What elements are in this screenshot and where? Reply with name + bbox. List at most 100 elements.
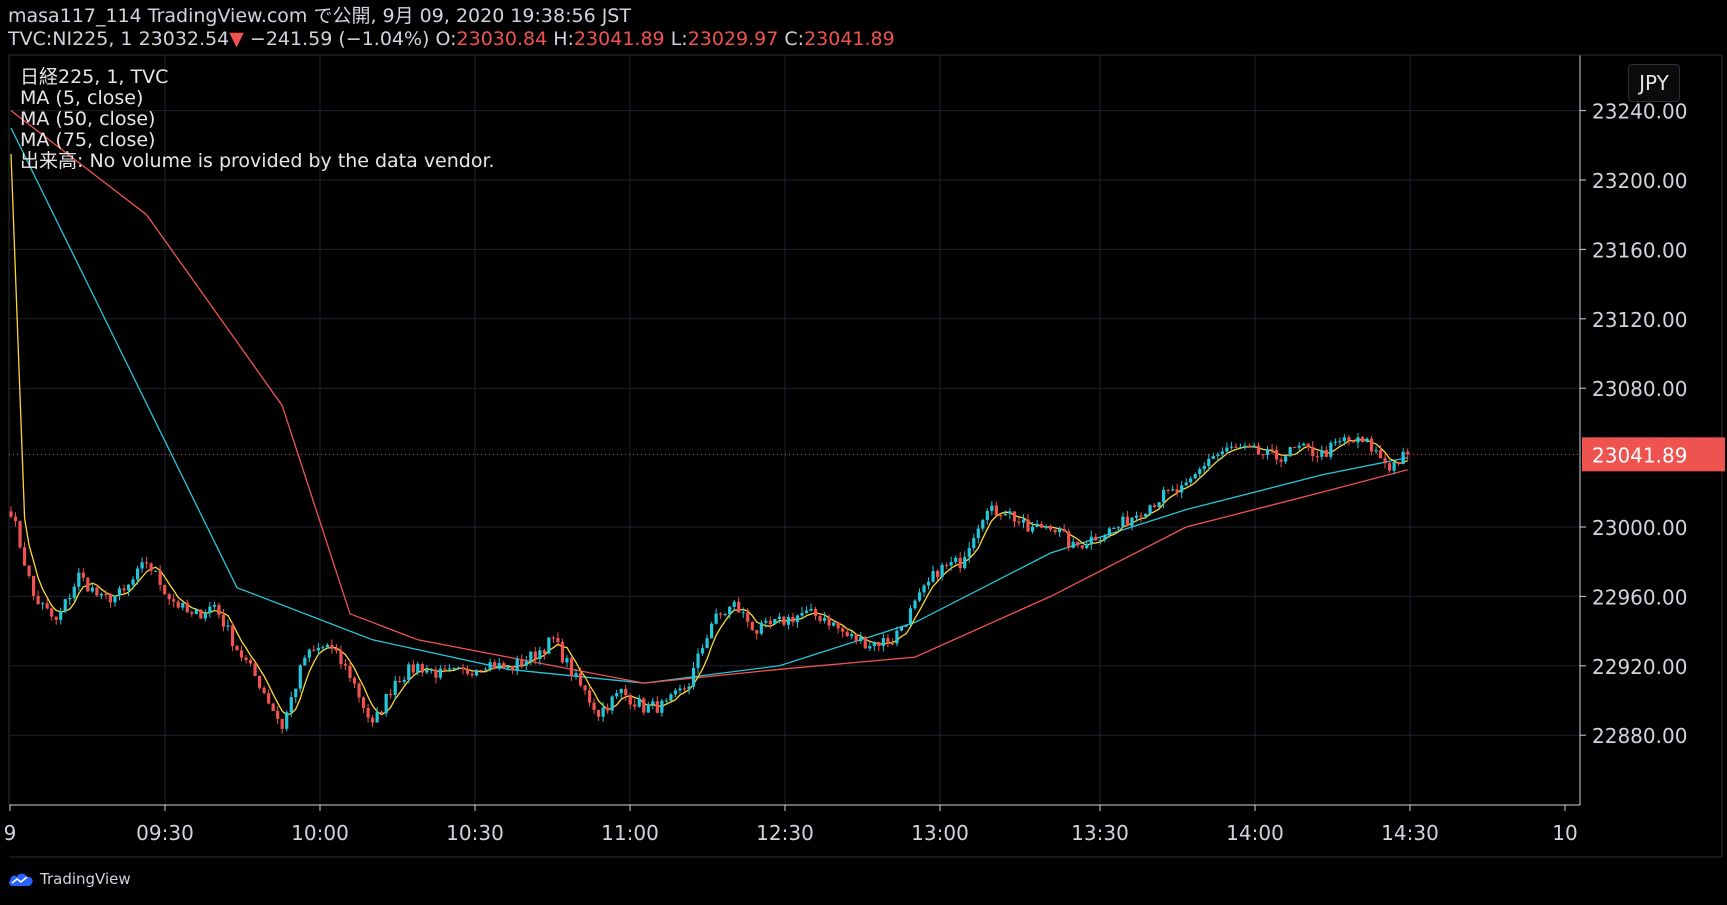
- candle-body: [755, 630, 759, 634]
- y-tick-label: 23120.00: [1592, 308, 1687, 332]
- tradingview-logo[interactable]: TradingView: [8, 870, 131, 888]
- candle-body: [700, 648, 705, 654]
- x-tick-label: 13:00: [911, 821, 969, 845]
- candle-body: [135, 568, 140, 580]
- candle-body: [981, 519, 985, 529]
- candle-body: [1139, 515, 1143, 517]
- candle-body: [77, 572, 81, 587]
- candle-body: [705, 638, 709, 649]
- candle-body: [1021, 519, 1026, 523]
- last-price-label: 23041.89: [1592, 443, 1687, 467]
- candle-body: [380, 711, 384, 714]
- candle-body: [515, 659, 519, 671]
- publish-info: masa117_114 TradingView.com で公開, 9月 09, …: [8, 5, 631, 27]
- candle-body: [312, 649, 316, 651]
- candle-body: [1284, 456, 1288, 462]
- candle-body: [1329, 442, 1333, 457]
- candle-body: [1008, 511, 1012, 514]
- candle-body: [407, 664, 411, 680]
- candle-body: [1374, 450, 1378, 452]
- candle-body: [1166, 489, 1170, 491]
- candle-body: [714, 613, 718, 624]
- candle-body: [1234, 446, 1238, 448]
- candle-body: [1401, 451, 1405, 465]
- legend-symbol[interactable]: 日経225, 1, TVC: [20, 66, 169, 88]
- candle-body: [339, 650, 343, 665]
- x-tick-label: 12:30: [756, 821, 814, 845]
- candle-body: [606, 707, 610, 711]
- candle-body: [1383, 458, 1387, 464]
- candle-body: [334, 648, 339, 651]
- candle-body: [199, 609, 203, 619]
- candle-body: [126, 584, 131, 591]
- candle-body: [425, 669, 429, 673]
- candle-body: [389, 693, 393, 695]
- x-tick-label: 10: [1552, 821, 1577, 845]
- y-tick-label: 23080.00: [1592, 377, 1687, 401]
- candle-body: [1162, 489, 1166, 503]
- candle-body: [1003, 513, 1007, 516]
- candle-body: [524, 661, 528, 666]
- candle-body: [940, 565, 944, 577]
- candle-body: [976, 528, 980, 538]
- legend-ma50[interactable]: MA (50, close): [20, 108, 156, 130]
- candle-body: [845, 631, 849, 637]
- candle-body: [954, 557, 958, 563]
- legend-ma5[interactable]: MA (5, close): [20, 87, 144, 109]
- open-value: 23030.84: [456, 28, 548, 50]
- candle-body: [474, 669, 479, 676]
- candle-body: [1207, 458, 1211, 466]
- candle-body: [1397, 462, 1401, 465]
- indicator-legend: 日経225, 1, TVC MA (5, close) MA (50, clos…: [20, 67, 495, 172]
- candle-body: [836, 622, 840, 629]
- candle-body: [565, 658, 569, 663]
- candle-body: [1220, 451, 1224, 455]
- candle-body: [267, 693, 271, 704]
- candle-body: [1026, 519, 1030, 532]
- candle-body: [1035, 523, 1039, 527]
- candle-body: [637, 698, 641, 707]
- candle-body: [104, 594, 108, 596]
- candle-body: [1342, 437, 1346, 442]
- candle-body: [50, 608, 54, 617]
- currency-button[interactable]: JPY: [1628, 64, 1680, 102]
- candle-body: [841, 628, 845, 632]
- candle-body: [723, 614, 727, 616]
- candle-body: [131, 579, 135, 585]
- candle-body: [1017, 521, 1021, 523]
- y-tick-label: 22880.00: [1592, 724, 1687, 748]
- legend-volume[interactable]: 出来高: No volume is provided by the data v…: [20, 150, 495, 172]
- candle-body: [945, 565, 949, 567]
- candle-body: [1247, 445, 1252, 447]
- candle-body: [140, 562, 144, 569]
- x-tick-label: 10:30: [446, 821, 504, 845]
- candle-body: [651, 701, 655, 705]
- x-tick-label: 14:30: [1381, 821, 1439, 845]
- candle-body: [741, 612, 745, 614]
- candle-body: [1252, 445, 1256, 447]
- candle-body: [795, 615, 800, 623]
- candle-body: [1243, 445, 1247, 448]
- candle-body: [786, 616, 791, 625]
- candle-body: [538, 650, 542, 659]
- candle-body: [280, 718, 284, 729]
- candle-body: [343, 664, 348, 666]
- low-label: L:: [670, 28, 688, 50]
- candle-body: [773, 618, 777, 625]
- candle-body: [285, 712, 289, 729]
- candle-body: [172, 599, 176, 602]
- candle-body: [660, 700, 664, 713]
- candle-body: [1076, 541, 1080, 546]
- candle-body: [262, 687, 266, 694]
- candle-body: [258, 676, 262, 688]
- candle-body: [890, 643, 894, 645]
- legend-ma75[interactable]: MA (75, close): [20, 129, 156, 151]
- candle-body: [163, 584, 167, 595]
- candle-body: [958, 557, 962, 569]
- candle-body: [619, 688, 623, 694]
- candle-body: [574, 673, 578, 677]
- last-price-badge: [1582, 437, 1725, 472]
- candle-body: [764, 620, 768, 623]
- candle-body: [244, 657, 248, 661]
